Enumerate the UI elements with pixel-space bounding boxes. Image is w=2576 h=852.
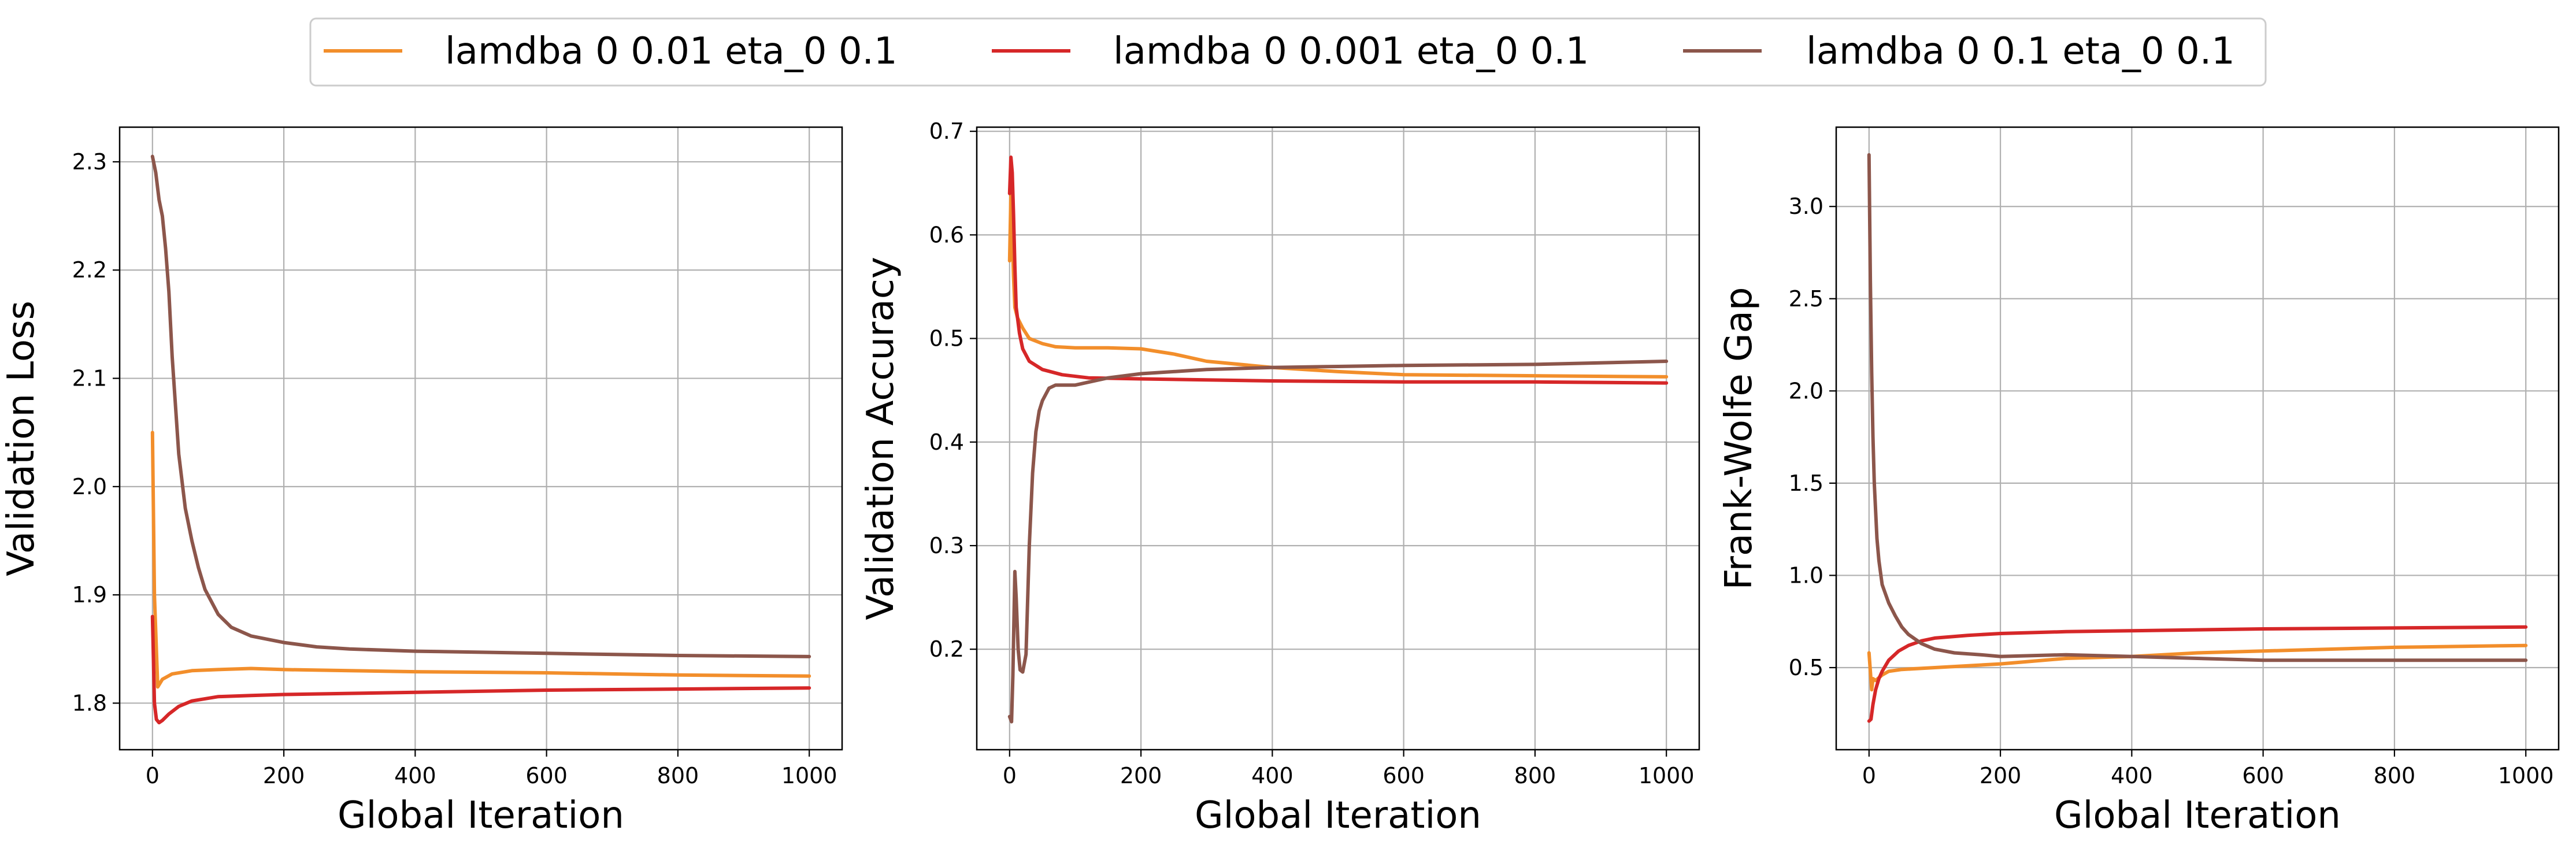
y-axis-label: Frank-Wolfe Gap: [1718, 287, 1760, 590]
x-tick-label: 1000: [781, 763, 837, 788]
series-line-1: [1867, 643, 2528, 692]
legend-label: lamdba 0 0.001 eta_0 0.1: [1113, 30, 1589, 73]
y-tick-label: 2.1: [72, 366, 107, 391]
y-axis-label: Validation Accuracy: [859, 257, 902, 620]
subplot-1: 0 200 400 600 800 1000 1.8 1.9 2.0 2.1 2.2 2.3 Globa…: [0, 126, 843, 837]
axes-frame: [976, 126, 1700, 751]
y-tick-label: 2.5: [1789, 286, 1823, 312]
y-tick-label: 1.8: [72, 690, 107, 716]
x-tick-label: 400: [1251, 763, 1293, 788]
legend-entry: lamdba 0 0.01 eta_0 0.1: [324, 30, 898, 73]
y-tick-label: 0.4: [929, 429, 964, 455]
y-tick-label: 1.5: [1789, 471, 1823, 496]
x-tick-label: 600: [525, 763, 568, 788]
series-line-3: [1867, 153, 2528, 662]
x-tick-label: 200: [1120, 763, 1162, 788]
x-tick-label: 1000: [1639, 763, 1695, 788]
series-line-3: [150, 154, 811, 658]
subplot-2: 0 200 400 600 800 1000 0.2 0.3 0.4 0.5 0.6 0.7 Globa…: [859, 118, 1700, 837]
y-tick-label: 0.3: [929, 533, 964, 558]
x-tick-label: 0: [1003, 763, 1017, 788]
legend-entry: lamdba 0 0.001 eta_0 0.1: [992, 30, 1589, 73]
series-line-1: [1007, 191, 1669, 379]
legend-label: lamdba 0 0.01 eta_0 0.1: [445, 30, 898, 73]
legend: lamdba 0 0.01 eta_0 0.1 lamdba 0 0.001 et…: [309, 17, 2267, 87]
y-tick-label: 0.7: [929, 118, 964, 144]
y-tick-label: 3.0: [1789, 194, 1823, 219]
x-tick-label: 400: [2111, 763, 2153, 788]
y-tick-label: 1.0: [1789, 562, 1823, 588]
x-axis-label: Global Iteration: [1195, 794, 1481, 837]
x-tick-label: 800: [1514, 763, 1556, 788]
legend-entry: lamdba 0 0.1 eta_0 0.1: [1683, 30, 2235, 73]
y-tick-label: 2.2: [72, 257, 107, 283]
plots: 0 200 400 600 800 1000 1.8 1.9 2.0 2.1 2.2 2.3 Globa…: [0, 118, 2560, 837]
legend-box: [309, 17, 2267, 87]
series-line-2: [1007, 155, 1669, 385]
y-tick-label: 0.5: [1789, 655, 1823, 680]
series-line-3: [1007, 360, 1669, 724]
y-axis-label: Validation Loss: [0, 301, 43, 576]
y-tick-label: 1.9: [72, 582, 107, 607]
x-tick-label: 200: [1980, 763, 2022, 788]
x-tick-label: 1000: [2498, 763, 2554, 788]
y-tick-label: 0.2: [929, 636, 964, 662]
y-tick-label: 2.0: [72, 474, 107, 499]
y-tick-label: 0.6: [929, 222, 964, 247]
series-line-2: [150, 614, 811, 725]
x-tick-label: 600: [1382, 763, 1425, 788]
x-tick-label: 600: [2242, 763, 2284, 788]
x-tick-label: 0: [146, 763, 160, 788]
y-tick-label: 2.3: [72, 149, 107, 175]
x-axis-label: Global Iteration: [2054, 794, 2341, 837]
x-tick-label: 800: [657, 763, 699, 788]
y-tick-label: 2.0: [1789, 378, 1823, 403]
x-tick-label: 400: [394, 763, 436, 788]
x-axis-label: Global Iteration: [338, 794, 624, 837]
legend-label: lamdba 0 0.1 eta_0 0.1: [1806, 30, 2235, 73]
series-line-1: [150, 431, 811, 689]
axes-frame: [118, 126, 843, 751]
subplot-3: 0 200 400 600 800 1000 0.5 1.0 1.5 2.0 2.5 3.0 Globa…: [1718, 126, 2560, 837]
x-tick-label: 800: [2374, 763, 2416, 788]
axes-frame: [1835, 126, 2560, 751]
x-tick-label: 200: [263, 763, 305, 788]
x-tick-label: 0: [1862, 763, 1876, 788]
y-tick-label: 0.5: [929, 326, 964, 351]
series-line-2: [1867, 625, 2528, 723]
